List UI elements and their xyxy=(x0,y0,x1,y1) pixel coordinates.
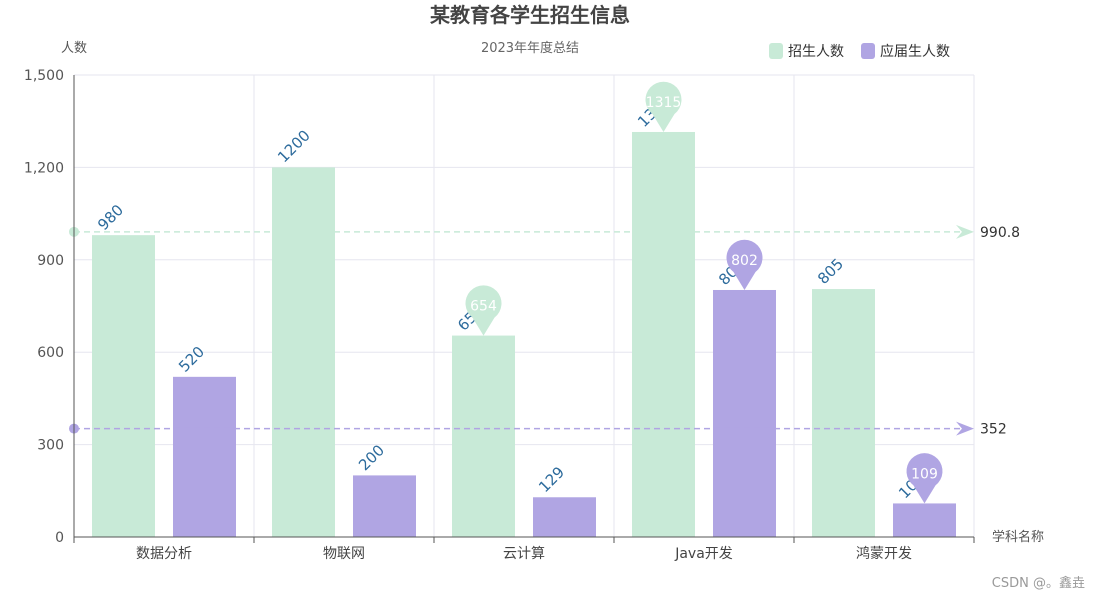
average-lines-layer: 990.8 352 xyxy=(69,224,1020,438)
bar xyxy=(272,167,335,537)
average-arrow xyxy=(956,421,974,436)
marker-pin xyxy=(465,285,502,336)
y-tick-label: 1,200 xyxy=(24,160,64,176)
bar xyxy=(812,289,875,537)
marker-pin xyxy=(906,453,943,504)
y-tick-label: 0 xyxy=(55,530,64,546)
bar-value-label: 129 xyxy=(535,463,568,496)
legend-swatch-graduates[interactable] xyxy=(861,43,875,59)
bar xyxy=(632,131,695,538)
bar xyxy=(173,376,236,537)
axes-layer: 0 300 600 900 1,200 1,500 数据分析 物联网 云计算 Java开发 鸿蒙开发 xyxy=(24,68,975,562)
marker-value-label: 654 xyxy=(470,299,497,315)
bar xyxy=(353,475,416,537)
bar-value-label: 980 xyxy=(94,201,127,234)
y-tick-label: 600 xyxy=(37,345,64,361)
y-tick-label: 900 xyxy=(37,253,64,269)
x-tick-label: 鸿蒙开发 xyxy=(856,545,912,562)
average-arrow xyxy=(956,224,974,239)
legend[interactable]: 招生人数 应届生人数 xyxy=(769,43,950,60)
x-tick-label: 数据分析 xyxy=(136,546,192,562)
marker-value-label: 109 xyxy=(911,466,938,482)
marker-value-label: 1315 xyxy=(646,95,682,111)
average-value-label: 352 xyxy=(980,422,1007,438)
x-tick-label: 云计算 xyxy=(503,546,545,562)
legend-swatch-enrollment[interactable] xyxy=(769,43,783,59)
bar xyxy=(452,335,515,537)
watermark: CSDN @。鑫垚 xyxy=(991,576,1085,591)
bar-value-label: 200 xyxy=(355,441,388,474)
bar xyxy=(893,503,956,537)
y-axis-label: 人数 xyxy=(61,41,87,56)
bars-layer xyxy=(92,131,956,538)
y-tick-label: 1,500 xyxy=(24,68,64,84)
bar xyxy=(533,497,596,537)
average-value-label: 990.8 xyxy=(980,225,1020,241)
bar xyxy=(713,289,776,537)
chart-subtitle: 2023年年度总结 xyxy=(481,40,579,56)
chart-title: 某教育各学生招生信息 xyxy=(430,3,630,27)
bar-value-label: 520 xyxy=(175,343,208,376)
x-tick-label: 物联网 xyxy=(323,546,365,562)
marker-pin xyxy=(645,81,682,132)
legend-label-enrollment[interactable]: 招生人数 xyxy=(788,44,844,60)
x-axis-label: 学科名称 xyxy=(992,529,1044,545)
markers-layer: 1315 654 802 109 xyxy=(465,81,943,504)
marker-value-label: 802 xyxy=(731,253,758,269)
x-tick-label: Java开发 xyxy=(674,546,733,562)
bar xyxy=(92,235,155,537)
marker-pin xyxy=(726,239,763,290)
legend-label-graduates[interactable]: 应届生人数 xyxy=(880,43,950,60)
y-tick-label: 300 xyxy=(37,438,64,454)
bar-value-label: 1200 xyxy=(274,126,314,166)
